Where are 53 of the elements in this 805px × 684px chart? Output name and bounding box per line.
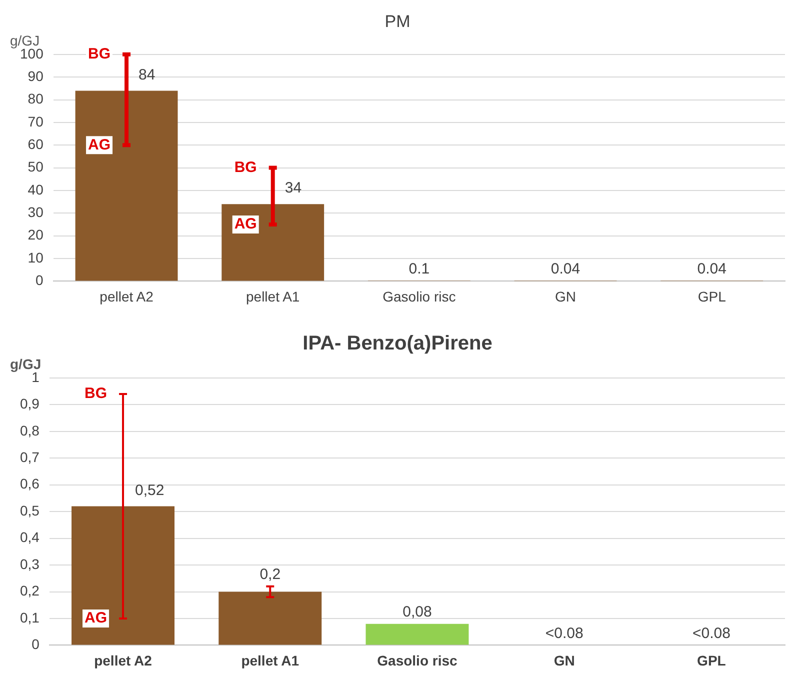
y-tick-label: 0,9 [20,396,40,412]
y-tick-label: 70 [28,113,44,130]
y-tick-label: 60 [28,136,44,152]
chart-title: PM [384,12,410,31]
x-tick-label: GPL [698,288,726,304]
data-label: 84 [138,66,156,84]
y-tick-label: 0,8 [20,422,40,438]
chart-title: IPA- Benzo(a)Pirene [302,332,492,355]
y-tick-label: 0,5 [20,502,40,518]
y-tick-label: 80 [28,90,44,107]
y-tick-label: 90 [28,68,44,84]
x-tick-label: Gasolio risc [382,288,456,304]
bar [222,204,324,281]
y-tick-label: 0,3 [20,556,40,572]
x-tick-label: Gasolio risc [377,652,458,668]
y-tick-label: 30 [28,204,44,220]
annotation: BG [234,158,257,176]
y-tick-label: 10 [28,249,44,266]
annotation: BG [88,46,111,63]
y-tick-label: 0,4 [20,529,40,546]
text: <0.08 [545,624,584,642]
data-label: 0.04 [697,260,726,278]
bar [75,90,178,281]
data-label: 0.1 [408,260,430,278]
y-tick-label: 20 [28,226,44,243]
y-tick-label: 0 [32,636,40,652]
annotation: AG [234,216,257,233]
y-tick-label: 0,1 [20,609,40,626]
x-tick-label: GPL [697,652,726,668]
x-tick-label: pellet A2 [100,288,154,304]
bar [72,506,175,645]
x-tick-label: pellet A2 [94,652,152,668]
y-tick-label: 40 [28,181,44,198]
bar [366,624,469,645]
x-tick-label: pellet A1 [241,652,300,668]
x-tick-label: GN [554,652,575,668]
bar [218,592,322,645]
x-tick-label: pellet A1 [246,288,300,304]
y-tick-label: 0,6 [20,476,40,492]
annotation: AG [88,136,111,154]
data-label: 0.04 [550,260,580,278]
annotation: AG [84,610,108,627]
data-label: 34 [284,180,302,197]
annotation: BG [84,385,108,402]
x-tick-label: GN [555,288,576,304]
y-tick-label: 50 [28,158,44,175]
text: <0.08 [692,624,730,642]
y-tick-label: 0 [36,272,44,288]
data-label: 0,52 [135,482,164,499]
data-label: 0,08 [402,603,432,620]
y-tick-label: 0,2 [20,582,40,599]
y-tick-label: 0,7 [20,449,40,466]
data-label: 0,2 [260,566,281,584]
